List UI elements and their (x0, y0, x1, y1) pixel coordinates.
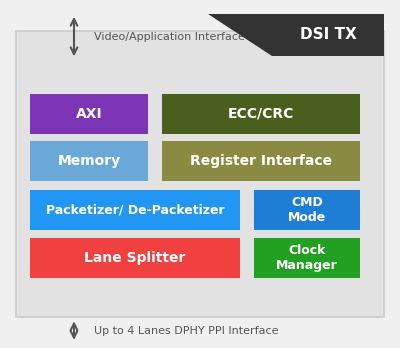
Text: CMD
Mode: CMD Mode (288, 196, 326, 224)
Text: Up to 4 Lanes DPHY PPI Interface: Up to 4 Lanes DPHY PPI Interface (94, 326, 278, 336)
Text: Register Interface: Register Interface (190, 154, 332, 168)
FancyBboxPatch shape (16, 31, 384, 317)
FancyBboxPatch shape (30, 94, 148, 134)
Text: Packetizer/ De-Packetizer: Packetizer/ De-Packetizer (46, 203, 224, 216)
Text: Memory: Memory (58, 154, 120, 168)
Text: Clock
Manager: Clock Manager (276, 244, 338, 272)
Text: ECC/CRC: ECC/CRC (228, 107, 294, 121)
FancyBboxPatch shape (30, 141, 148, 181)
FancyBboxPatch shape (254, 238, 360, 278)
Polygon shape (208, 14, 384, 56)
Text: Lane Splitter: Lane Splitter (84, 251, 186, 266)
FancyBboxPatch shape (162, 94, 360, 134)
FancyBboxPatch shape (162, 141, 360, 181)
FancyBboxPatch shape (30, 190, 240, 230)
FancyBboxPatch shape (254, 190, 360, 230)
Text: DSI TX: DSI TX (300, 27, 356, 42)
Text: AXI: AXI (76, 107, 102, 121)
Text: Video/Application Interface: Video/Application Interface (94, 32, 245, 41)
FancyBboxPatch shape (30, 238, 240, 278)
